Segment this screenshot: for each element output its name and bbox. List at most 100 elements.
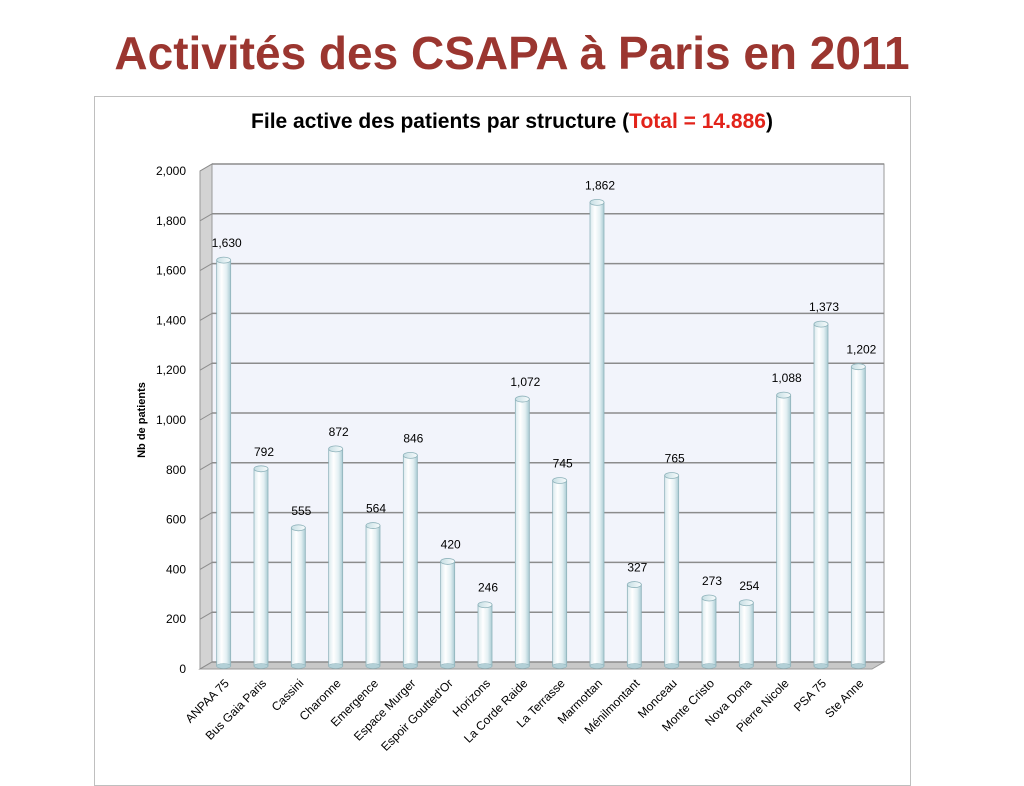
bar-chart: 0 200 400 600 800 1,000 1,200 1,400 1,600 1,800 2,…: [136, 163, 886, 754]
bar-body: [290, 527, 306, 667]
bar: [701, 594, 717, 669]
y-tick-label: 800: [166, 463, 186, 477]
bar-body: [365, 525, 381, 667]
value-label: 254: [739, 579, 759, 593]
bar: [440, 558, 456, 669]
value-label: 792: [254, 445, 274, 459]
bar-base: [664, 663, 679, 669]
gridline-side: [199, 611, 213, 620]
gridline-side: [199, 263, 213, 272]
bar: [626, 581, 642, 669]
y-tick-label: 200: [166, 612, 186, 626]
bar-body: [216, 259, 232, 667]
bar: [664, 472, 680, 669]
bar-cap: [813, 320, 829, 328]
value-label: 765: [665, 452, 685, 466]
bar-cap: [589, 198, 605, 206]
bar-cap: [216, 256, 232, 264]
bar-cap: [253, 465, 269, 473]
y-tick-label: 1,600: [156, 264, 186, 278]
value-label: 846: [403, 431, 423, 445]
bar-base: [776, 663, 791, 669]
bar: [477, 601, 493, 669]
bar-base: [328, 663, 343, 669]
x-tick-label: Espoir Goutted'Or: [378, 676, 456, 754]
value-label: 1,202: [846, 343, 876, 357]
gridline-side: [199, 213, 213, 222]
bar-base: [216, 663, 231, 669]
bar-body: [402, 454, 418, 667]
bar-body: [776, 394, 792, 667]
value-label: 1,373: [809, 300, 839, 314]
slide-title: Activités des CSAPA à Paris en 2011: [114, 27, 910, 79]
value-label: 1,072: [510, 375, 540, 389]
bar-body: [328, 448, 344, 667]
y-tick-label: 0: [179, 662, 186, 676]
y-tick-label: 400: [166, 562, 186, 576]
bar-base: [253, 663, 269, 669]
bar-base: [365, 663, 381, 669]
bar-cap: [552, 477, 568, 484]
gridline-side: [199, 412, 213, 421]
bar: [514, 395, 530, 669]
bar-body: [664, 475, 680, 667]
bar-base: [403, 663, 418, 669]
y-tick-label: 600: [166, 513, 186, 527]
bar-body: [701, 597, 717, 667]
bar-cap: [290, 524, 306, 532]
bar-cap: [626, 581, 642, 588]
bar-body: [440, 561, 456, 667]
bar-base: [739, 663, 754, 669]
value-label: 872: [329, 425, 349, 439]
gridline-side: [199, 312, 213, 321]
y-tick-label: 1,400: [156, 313, 186, 327]
value-label: 1,630: [212, 236, 242, 250]
bar: [402, 451, 418, 669]
gridline-side: [199, 163, 213, 172]
bar: [850, 363, 866, 669]
bar: [365, 522, 381, 669]
bar: [216, 256, 232, 669]
bar: [738, 599, 754, 669]
bar-body: [850, 366, 866, 667]
y-tick-label: 1,200: [156, 363, 186, 377]
bar-body: [477, 604, 493, 667]
x-tick-label: Ste Anne: [822, 676, 867, 721]
bar-base: [552, 663, 567, 669]
gridline-side: [199, 561, 213, 570]
gridline-side: [199, 512, 213, 521]
value-label: 327: [627, 561, 647, 575]
value-label: 273: [702, 574, 722, 588]
bar: [290, 524, 306, 669]
bar-cap: [328, 445, 344, 453]
bar-body: [253, 468, 269, 667]
value-label: 745: [553, 456, 573, 470]
bar-cap: [776, 391, 792, 399]
bar-cap: [850, 363, 866, 371]
chart-title-prefix: File active des patients par structure (: [251, 110, 630, 133]
bar-base: [589, 663, 605, 669]
bar-body: [626, 584, 642, 667]
gridline-side: [199, 362, 213, 371]
bar: [589, 198, 605, 669]
bar: [552, 477, 568, 669]
value-labels: 1,630 792 555 872 564 846 420 246 1,072 745 1,862 3…: [212, 178, 877, 594]
bar-cap: [738, 599, 754, 607]
bar-cap: [440, 558, 456, 565]
chart-title: File active des patients par structure (…: [0, 110, 1024, 134]
chart-gridlines: [199, 163, 884, 670]
bar-base: [851, 663, 866, 669]
value-label: 420: [441, 537, 461, 551]
bar-cap: [402, 451, 418, 459]
bar-base: [440, 663, 455, 669]
bar-base: [477, 663, 493, 669]
bar-base: [627, 663, 642, 669]
bar-cap: [664, 472, 680, 479]
bar: [253, 465, 269, 669]
y-axis-ticks: 0 200 400 600 800 1,000 1,200 1,400 1,600 1,800 2,…: [156, 164, 186, 676]
chart-title-total: Total = 14.886: [629, 110, 766, 133]
bar-body: [552, 480, 568, 667]
y-tick-label: 2,000: [156, 164, 186, 178]
bar-base: [813, 663, 829, 669]
